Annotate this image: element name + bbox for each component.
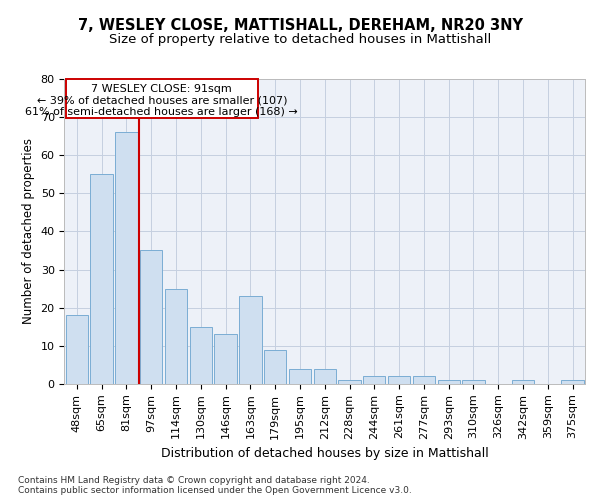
Text: 61% of semi-detached houses are larger (168) →: 61% of semi-detached houses are larger (… bbox=[25, 107, 298, 117]
Text: Size of property relative to detached houses in Mattishall: Size of property relative to detached ho… bbox=[109, 32, 491, 46]
Y-axis label: Number of detached properties: Number of detached properties bbox=[22, 138, 35, 324]
Bar bbox=[190, 326, 212, 384]
Bar bbox=[165, 288, 187, 384]
Bar bbox=[214, 334, 237, 384]
Bar bbox=[289, 368, 311, 384]
Bar bbox=[512, 380, 534, 384]
Bar bbox=[338, 380, 361, 384]
FancyBboxPatch shape bbox=[66, 79, 258, 118]
X-axis label: Distribution of detached houses by size in Mattishall: Distribution of detached houses by size … bbox=[161, 447, 488, 460]
Bar bbox=[239, 296, 262, 384]
Bar bbox=[363, 376, 385, 384]
Bar bbox=[562, 380, 584, 384]
Bar bbox=[66, 315, 88, 384]
Bar bbox=[314, 368, 336, 384]
Bar bbox=[140, 250, 163, 384]
Text: Contains HM Land Registry data © Crown copyright and database right 2024.
Contai: Contains HM Land Registry data © Crown c… bbox=[18, 476, 412, 495]
Bar bbox=[264, 350, 286, 384]
Bar bbox=[413, 376, 435, 384]
Text: 7 WESLEY CLOSE: 91sqm: 7 WESLEY CLOSE: 91sqm bbox=[91, 84, 232, 94]
Text: ← 39% of detached houses are smaller (107): ← 39% of detached houses are smaller (10… bbox=[37, 96, 287, 106]
Bar bbox=[463, 380, 485, 384]
Text: 7, WESLEY CLOSE, MATTISHALL, DEREHAM, NR20 3NY: 7, WESLEY CLOSE, MATTISHALL, DEREHAM, NR… bbox=[77, 18, 523, 32]
Bar bbox=[91, 174, 113, 384]
Bar bbox=[437, 380, 460, 384]
Bar bbox=[115, 132, 137, 384]
Bar bbox=[388, 376, 410, 384]
